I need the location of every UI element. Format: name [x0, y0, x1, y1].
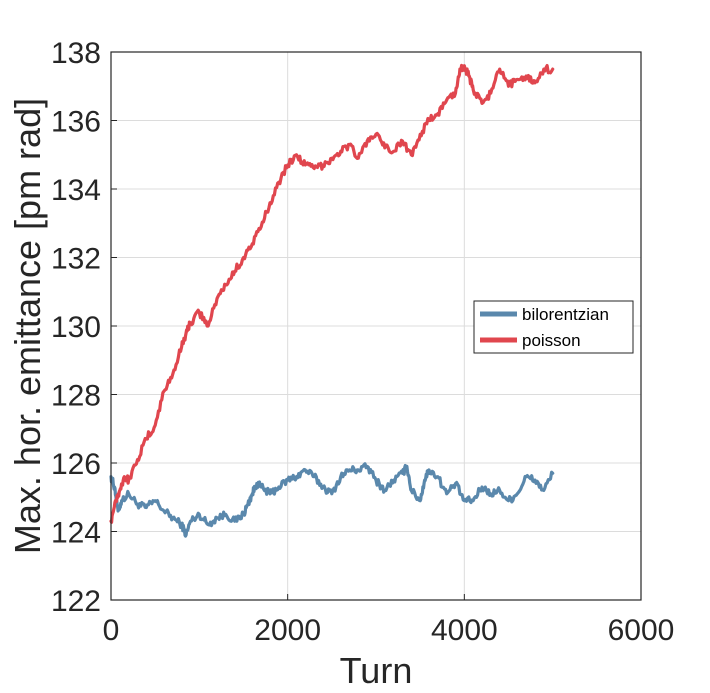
tick-labels: 0 2000 4000 6000 122 124 126 128 130 132 134 136 138: [51, 37, 674, 647]
y-tick-label: 122: [51, 585, 101, 618]
x-tick-label: 4000: [431, 614, 498, 647]
series-line-poisson: [109, 63, 555, 524]
legend-label-bilorentzian: bilorentzian: [522, 305, 609, 324]
y-tick-label: 126: [51, 448, 101, 481]
x-axis-label: Turn: [340, 650, 413, 691]
y-tick-label: 138: [51, 37, 101, 70]
x-tick-label: 0: [103, 614, 120, 647]
series-lines: [109, 63, 555, 538]
legend: bilorentzian poisson: [473, 300, 634, 354]
y-axis-label: Max. hor. emittance [pm rad]: [7, 98, 48, 554]
y-tick-label: 134: [51, 174, 101, 207]
y-tick-label: 130: [51, 311, 101, 344]
y-tick-label: 128: [51, 380, 101, 413]
x-tick-label: 6000: [608, 614, 675, 647]
series-line-bilorentzian: [109, 462, 555, 538]
y-tick-label: 124: [51, 517, 101, 550]
y-tick-label: 136: [51, 106, 101, 139]
legend-label-poisson: poisson: [522, 331, 581, 350]
y-tick-label: 132: [51, 243, 101, 276]
x-tick-label: 2000: [254, 614, 321, 647]
legend-box: [473, 300, 634, 354]
grid-lines: [111, 52, 641, 600]
